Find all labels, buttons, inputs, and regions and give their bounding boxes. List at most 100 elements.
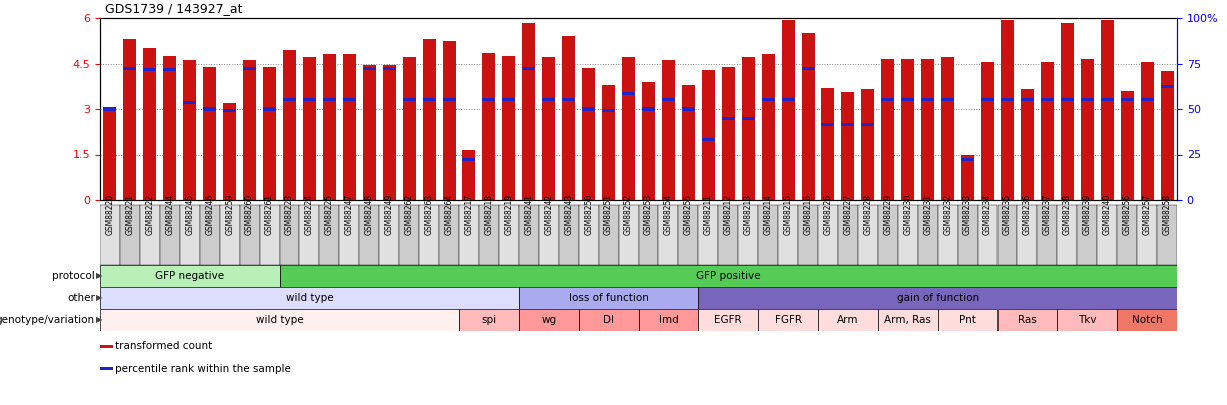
Text: Notch: Notch [1131, 315, 1162, 325]
Bar [861, 89, 875, 200]
Bar [459, 205, 479, 265]
Bar [941, 58, 955, 200]
Text: GSM88260: GSM88260 [245, 194, 254, 235]
Bar [698, 288, 1177, 309]
Text: GSM88219: GSM88219 [504, 194, 513, 235]
Text: GSM88212: GSM88212 [724, 194, 733, 235]
Bar [1097, 205, 1117, 265]
Bar [1120, 98, 1134, 101]
Bar [921, 59, 934, 200]
Bar [283, 50, 296, 200]
Bar [1141, 98, 1153, 101]
Text: GSM88259: GSM88259 [225, 194, 234, 235]
Bar [1137, 205, 1157, 265]
Bar [982, 62, 994, 200]
Bar [99, 309, 459, 330]
Bar [1141, 62, 1153, 200]
Bar [638, 309, 698, 330]
Bar [383, 65, 395, 200]
Bar [881, 59, 894, 200]
Text: GSM88239: GSM88239 [1082, 194, 1092, 235]
Bar [758, 205, 778, 265]
Text: GSM88230: GSM88230 [903, 194, 912, 235]
Bar [163, 56, 177, 200]
Text: Ras: Ras [1018, 315, 1037, 325]
Bar [582, 68, 595, 200]
Bar [718, 205, 739, 265]
Bar [519, 309, 579, 330]
Bar [399, 205, 420, 265]
Bar [303, 98, 315, 101]
Bar [902, 98, 914, 101]
Text: lmd: lmd [659, 315, 679, 325]
Bar [679, 205, 698, 265]
Bar [519, 288, 698, 309]
Bar [124, 39, 136, 200]
Bar [721, 117, 735, 119]
Bar [479, 205, 499, 265]
Bar [798, 205, 818, 265]
Bar [801, 33, 815, 200]
Bar [661, 60, 675, 200]
Bar [160, 205, 180, 265]
Bar [99, 345, 113, 348]
Text: GSM88220: GSM88220 [106, 194, 114, 235]
Bar [682, 107, 694, 111]
Bar [239, 205, 260, 265]
Text: protocol: protocol [53, 271, 94, 281]
Text: GSM88234: GSM88234 [983, 194, 991, 235]
Bar [622, 58, 636, 200]
Bar [519, 205, 539, 265]
Bar [482, 53, 496, 200]
Bar [582, 107, 595, 111]
Bar [482, 98, 496, 101]
Bar [721, 66, 735, 200]
Bar [183, 60, 196, 200]
Bar [562, 36, 575, 200]
Bar [758, 309, 818, 330]
Bar [180, 205, 200, 265]
Bar [842, 92, 854, 200]
Bar [618, 205, 638, 265]
Bar [99, 367, 113, 370]
Bar [223, 109, 236, 112]
Bar [342, 54, 356, 200]
Text: GFP positive: GFP positive [696, 271, 761, 281]
Text: GSM88213: GSM88213 [744, 194, 752, 235]
Bar [1001, 19, 1014, 200]
Bar [941, 98, 955, 101]
Bar [539, 205, 558, 265]
Text: wild type: wild type [286, 293, 334, 303]
Bar [379, 205, 399, 265]
Bar [642, 107, 655, 111]
Bar [877, 205, 898, 265]
Text: GSM88233: GSM88233 [963, 194, 972, 235]
Bar [1117, 309, 1177, 330]
Text: GSM88231: GSM88231 [923, 194, 933, 235]
Bar [978, 205, 998, 265]
Text: loss of function: loss of function [568, 293, 649, 303]
Bar [303, 58, 315, 200]
Bar [99, 205, 120, 265]
Bar [698, 205, 718, 265]
Bar [778, 205, 798, 265]
Text: GSM88254: GSM88254 [664, 194, 672, 235]
Bar [1161, 71, 1173, 200]
Bar [1040, 62, 1054, 200]
Bar [1061, 23, 1074, 200]
Text: wild type: wild type [255, 315, 303, 325]
Bar [762, 98, 774, 101]
Text: spi: spi [481, 315, 497, 325]
Bar [204, 66, 216, 200]
Bar [144, 68, 156, 71]
Text: GSM88237: GSM88237 [1043, 194, 1052, 235]
Bar [144, 48, 156, 200]
Bar [402, 58, 416, 200]
Text: other: other [67, 293, 94, 303]
Text: Arm: Arm [837, 315, 859, 325]
Text: GSM88225: GSM88225 [325, 194, 334, 235]
Text: GSM88256: GSM88256 [1123, 194, 1131, 235]
Text: Pnt: Pnt [960, 315, 975, 325]
Text: GSM88236: GSM88236 [1023, 194, 1032, 235]
Text: GSM88245: GSM88245 [185, 194, 194, 235]
